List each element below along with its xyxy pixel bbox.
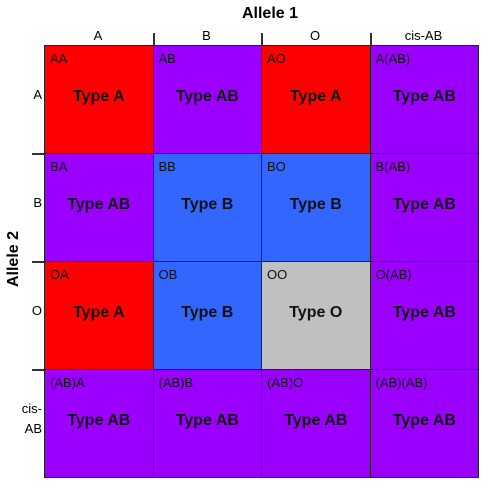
- cell: (AB)O Type AB: [261, 369, 371, 478]
- genotype: B(AB): [375, 159, 411, 174]
- column-header: A: [93, 28, 103, 43]
- blood-type: Type A: [72, 88, 125, 105]
- cell: BO Type B: [261, 153, 371, 262]
- row-header: B: [33, 195, 42, 210]
- blood-type: Type O: [289, 304, 343, 321]
- cell: AA Type A: [44, 45, 154, 154]
- row-tick: [32, 261, 44, 263]
- cell: (AB)B Type AB: [152, 369, 262, 478]
- genotype: (AB)(AB): [375, 375, 428, 390]
- column-tick: [261, 33, 263, 45]
- cell: B(AB) Type AB: [369, 153, 479, 262]
- blood-type: Type AB: [175, 88, 239, 105]
- genotype: AO: [267, 51, 286, 66]
- blood-type: Type B: [181, 196, 234, 213]
- row-header: A: [33, 87, 42, 102]
- blood-type: Type A: [289, 88, 342, 105]
- row-tick: [32, 153, 44, 155]
- cell: O(AB) Type AB: [369, 261, 479, 370]
- row-header: cis-AB: [21, 401, 42, 436]
- genotype: BB: [158, 159, 176, 174]
- genotype: (AB)A: [50, 375, 85, 390]
- cell: BA Type AB: [44, 153, 154, 262]
- blood-type: Type AB: [392, 304, 456, 321]
- column-header: O: [309, 28, 321, 43]
- genotype: O(AB): [375, 267, 412, 282]
- genotype: OO: [267, 267, 288, 282]
- cell: (AB)(AB) Type AB: [369, 369, 479, 478]
- genotype: AA: [50, 51, 68, 66]
- genotype: A(AB): [375, 51, 411, 66]
- genotype: (AB)B: [158, 375, 194, 390]
- row-tick: [32, 369, 44, 371]
- cell: BB Type B: [152, 153, 262, 262]
- row-title: Allele 2: [5, 230, 22, 288]
- column-tick: [369, 33, 372, 45]
- blood-type: Type AB: [284, 412, 348, 429]
- genotype: BA: [50, 159, 68, 174]
- blood-type: Type B: [181, 304, 234, 321]
- blood-type: Type AB: [392, 196, 456, 213]
- blood-type: Type A: [72, 304, 125, 321]
- cell: OA Type A: [44, 261, 154, 370]
- blood-type: Type AB: [67, 196, 131, 213]
- column-header: B: [202, 28, 211, 43]
- row-header: O: [31, 303, 42, 318]
- genotype: OB: [158, 267, 178, 282]
- cell: OB Type B: [152, 261, 262, 370]
- cell: OO Type O: [261, 261, 371, 370]
- blood-type: Type AB: [67, 412, 131, 429]
- cell: A(AB) Type AB: [369, 45, 479, 154]
- genotype: BO: [267, 159, 286, 174]
- genotype: (AB)O: [267, 375, 304, 390]
- genotype: OA: [50, 267, 69, 282]
- blood-type: Type AB: [175, 412, 239, 429]
- column-title: Allele 1: [241, 5, 299, 22]
- blood-type: Type B: [289, 196, 342, 213]
- column-header: cis-AB: [404, 28, 443, 43]
- blood-type: Type AB: [392, 412, 456, 429]
- cell: AO Type A: [261, 45, 371, 154]
- cell: AB Type AB: [152, 45, 262, 154]
- cell: (AB)A Type AB: [44, 369, 154, 478]
- blood-type: Type AB: [392, 88, 456, 105]
- genotype: AB: [158, 51, 176, 66]
- column-tick: [152, 33, 155, 45]
